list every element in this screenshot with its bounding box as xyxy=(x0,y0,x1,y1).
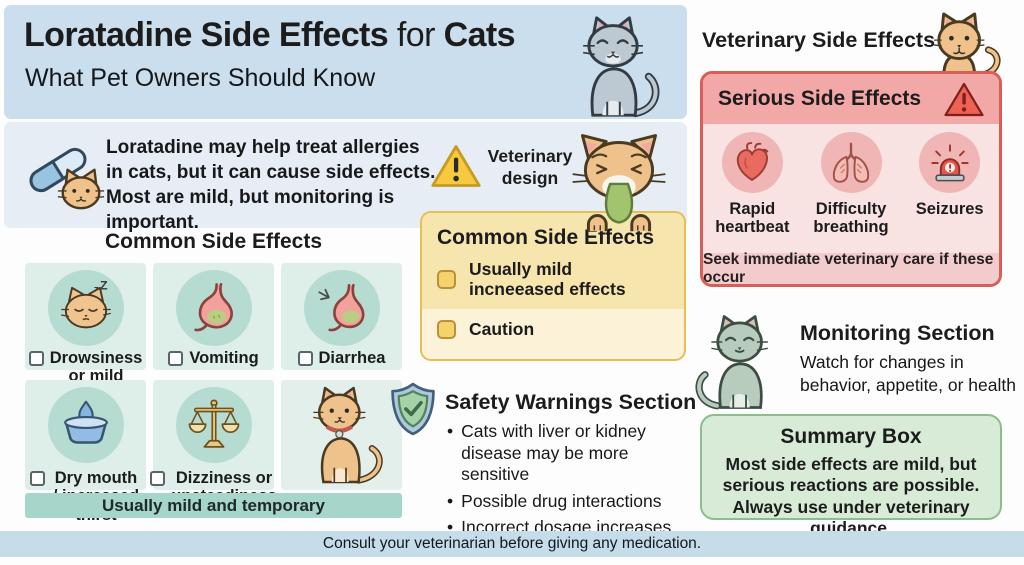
dizziness-checkbox[interactable] xyxy=(150,471,166,486)
serious-item-seizures: Seizures xyxy=(900,132,999,237)
diarrhea-checkbox[interactable] xyxy=(297,351,313,366)
shield-check-icon xyxy=(389,381,437,437)
sitting-cat-icon xyxy=(289,383,393,487)
decorative-cat-card xyxy=(281,380,402,490)
vomiting-cat-icon xyxy=(545,128,693,232)
serious-item-difficulty-breathing: Difficulty breathing xyxy=(802,132,901,237)
right-section-title: Veterinary Side Effects xyxy=(702,28,936,52)
pill-icon xyxy=(22,138,94,202)
lungs-icon xyxy=(820,132,882,193)
monitoring-section-title: Monitoring Section xyxy=(800,321,995,345)
warning-triangle-icon xyxy=(430,142,482,190)
serious-box-footer: Seek immediate veterinary care if these … xyxy=(703,251,999,284)
common-footer-band: Usually mild and temporary xyxy=(25,493,402,518)
header-cat-icon xyxy=(562,13,666,121)
yellow-item-label: Usually mild incneeased effects xyxy=(469,259,626,300)
safety-bullet-text: Possible drug interactions xyxy=(461,490,662,511)
footer-bar: Consult your veterinarian before giving … xyxy=(0,531,1024,557)
effect-label: Vomiting xyxy=(189,349,259,367)
yellow-item-label: Caution xyxy=(469,319,535,339)
common-section-title: Common Side Effects xyxy=(104,230,323,253)
side-effect-card-diarrhea: Diarrhea xyxy=(281,263,402,370)
svg-text:Z: Z xyxy=(99,280,107,292)
scales-icon xyxy=(175,387,252,463)
bullet-glyph: • xyxy=(447,421,454,441)
stomach-icon xyxy=(175,270,252,346)
intro-cat-icon xyxy=(56,166,106,212)
sleeping-cat-icon: z Z xyxy=(47,270,124,346)
summary-box-text: Most side effects are mild, but serious … xyxy=(722,454,980,539)
footer-bar-text: Consult your veterinarian before giving … xyxy=(322,535,702,552)
serious-box-title: Serious Side Effects xyxy=(718,87,922,110)
monitoring-section-text: Watch for changes in behavior, appetite,… xyxy=(800,352,1016,395)
serious-item-rapid-heartbeat: Rapid heartbeat xyxy=(703,132,802,237)
peeking-cat-icon xyxy=(925,11,1005,77)
effect-label: Diarrhea xyxy=(318,349,386,367)
side-effect-card-vomiting: Vomiting xyxy=(153,263,274,370)
monitoring-cat-icon xyxy=(692,311,790,413)
bullet-glyph: • xyxy=(447,517,454,538)
yellow-box-title: Common Side Effects xyxy=(437,226,655,249)
red-warning-triangle-icon xyxy=(943,81,985,118)
heart-icon xyxy=(721,132,783,193)
siren-icon xyxy=(919,132,981,193)
serious-item-label: Seizures xyxy=(915,200,984,218)
intestine-icon xyxy=(303,270,380,346)
serious-item-label: Difficulty breathing xyxy=(813,200,889,237)
page-title-part-2: for xyxy=(388,16,444,54)
drowsiness-checkbox[interactable] xyxy=(28,351,44,366)
safety-bullet: • Cats with liver or kidney disease may b… xyxy=(447,421,701,486)
intro-text: Loratadine may help treat allergies in c… xyxy=(106,137,436,234)
yellow-checkbox-2[interactable] xyxy=(437,319,456,339)
safety-bullet-text: Cats with liver or kidney disease may be… xyxy=(461,421,646,485)
header-panel xyxy=(4,5,687,119)
yellow-checkbox-1[interactable] xyxy=(437,269,456,289)
side-effect-card-drowsiness: z Z Drowsiness or mild sedation xyxy=(25,263,146,404)
page-title-part-1: Loratadine Side Effects xyxy=(24,16,389,54)
summary-box-title: Summary Box xyxy=(780,425,922,448)
serious-item-label: Rapid heartbeat xyxy=(715,200,790,237)
yellow-note-box: Common Side Effects Usually mild incneea… xyxy=(420,211,686,361)
page-title: Loratadine Side Effects for Cats xyxy=(24,16,516,55)
water-bowl-icon xyxy=(47,387,124,463)
summary-box: Summary Box Most side effects are mild, … xyxy=(700,414,1002,538)
safety-section-title: Safety Warnings Section xyxy=(445,390,697,414)
side-effect-card-dizziness: Dizziness or unsteadiness xyxy=(150,380,277,505)
bullet-glyph: • xyxy=(447,490,454,511)
page-title-part-3: Cats xyxy=(443,16,516,54)
safety-bullet: • Possible drug interactions xyxy=(447,491,701,513)
dry-mouth-checkbox[interactable] xyxy=(30,471,45,486)
serious-box-header: Serious Side Effects xyxy=(703,74,999,124)
veterinary-design-label: Veterinary design xyxy=(487,146,573,188)
vomiting-checkbox[interactable] xyxy=(168,351,184,366)
page-subtitle: What Pet Owners Should Know xyxy=(25,64,376,92)
serious-side-effects-box: Serious Side Effects Rapid hear xyxy=(700,71,1002,287)
side-effect-card-dry-mouth: Dry mouth / increased thirst xyxy=(25,380,146,524)
